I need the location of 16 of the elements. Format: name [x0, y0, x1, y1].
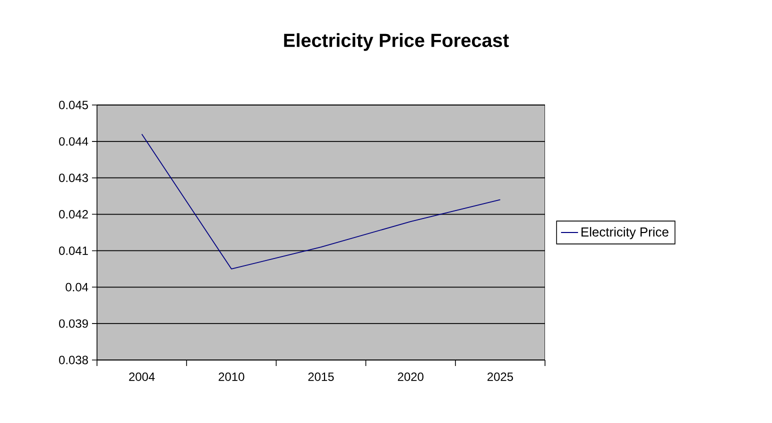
y-tick-label: 0.042 [59, 210, 88, 219]
legend-label: Electricity Price [582, 227, 668, 240]
y-tick-label: 0.043 [59, 174, 88, 182]
y-tick-label: 0.045 [59, 100, 88, 110]
chart-title: Electricity Price Forecast [284, 33, 509, 51]
y-tick-label: 0.041 [59, 246, 88, 255]
y-tick-label: 0.038 [59, 356, 88, 364]
y-tick-label: 0.044 [59, 137, 88, 146]
x-tick-label: 2015 [308, 372, 334, 381]
y-tick-label: 0.039 [59, 319, 88, 328]
x-tick-label: 2020 [398, 372, 424, 381]
line-series [141, 134, 501, 270]
x-tick-label: 2025 [488, 372, 513, 381]
x-tick-label: 2004 [129, 372, 155, 381]
y-tick-label: 0.04 [66, 282, 88, 292]
x-tick-label: 2010 [218, 372, 244, 381]
